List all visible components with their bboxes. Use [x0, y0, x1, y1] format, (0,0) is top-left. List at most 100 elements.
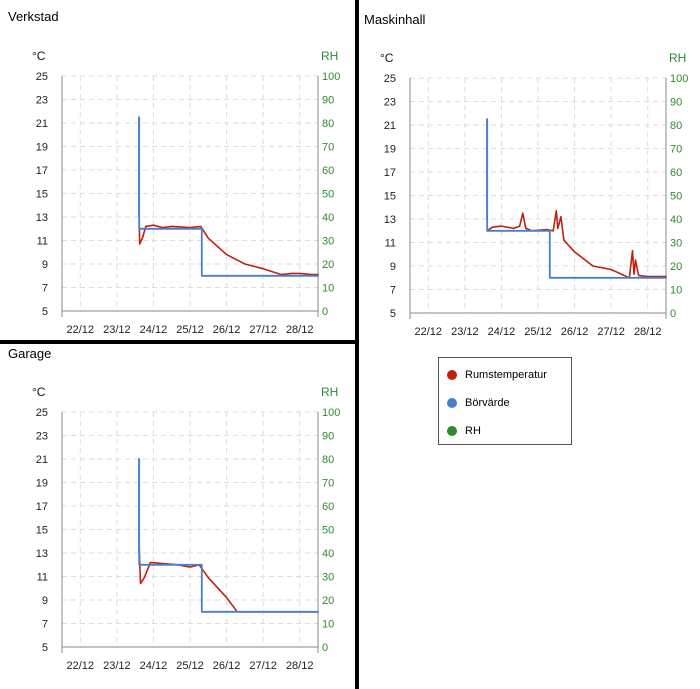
y-tick-label-right: 70 [670, 144, 682, 156]
legend-item-borvarde: Börvärde [447, 397, 510, 409]
y-tick-label-right: 30 [670, 238, 682, 250]
y-tick-label-left: 7 [390, 285, 396, 297]
y-tick-label-right: 60 [322, 501, 334, 513]
y-tick-label-right: 100 [322, 407, 340, 419]
y-tick-label-right: 10 [322, 619, 334, 631]
x-tick-label: 27/12 [597, 326, 625, 338]
y-tick-label-left: 5 [390, 308, 396, 320]
y-tick-label-right: 40 [322, 548, 334, 560]
x-tick-label: 28/12 [634, 326, 662, 338]
y-tick-label-left: 25 [384, 73, 396, 85]
legend-swatch [447, 426, 457, 436]
y-tick-label-left: 19 [36, 478, 48, 490]
y-tick-label-right: 80 [670, 120, 682, 132]
x-tick-label: 26/12 [213, 324, 241, 336]
y-tick-label-left: 7 [42, 619, 48, 631]
chart-title-verkstad: Verkstad [8, 9, 59, 24]
y-tick-label-right: 50 [670, 191, 682, 203]
x-tick-label: 24/12 [140, 324, 168, 336]
legend-item-rh: RH [447, 425, 481, 437]
x-tick-label: 22/12 [67, 324, 95, 336]
chart-title-maskinhall: Maskinhall [364, 12, 426, 27]
y-tick-label-left: 13 [36, 212, 48, 224]
y-tick-label-left: 23 [384, 97, 396, 109]
y-tick-label-right: 70 [322, 478, 334, 490]
y-tick-label-right: 30 [322, 572, 334, 584]
y-tick-label-right: 10 [670, 285, 682, 297]
divider-horizontal [0, 340, 357, 344]
y-axis-label-left: °C [32, 385, 46, 399]
y-tick-label-left: 15 [384, 191, 396, 203]
y-axis-label-left: °C [32, 49, 46, 63]
series-line-borvarde [138, 116, 319, 277]
y-tick-label-right: 60 [322, 165, 334, 177]
y-tick-label-right: 100 [670, 73, 688, 85]
x-tick-label: 25/12 [176, 324, 204, 336]
y-tick-label-left: 7 [42, 283, 48, 295]
y-axis-label-right: RH [321, 49, 338, 63]
x-tick-label: 24/12 [488, 326, 516, 338]
y-tick-label-right: 60 [670, 167, 682, 179]
x-tick-label: 23/12 [103, 324, 131, 336]
y-tick-label-right: 80 [322, 454, 334, 466]
y-tick-label-left: 23 [36, 431, 48, 443]
y-tick-label-left: 21 [384, 120, 396, 132]
y-tick-label-left: 11 [385, 238, 396, 250]
x-tick-label: 23/12 [451, 326, 479, 338]
y-tick-label-right: 40 [670, 214, 682, 226]
x-tick-label: 28/12 [286, 660, 314, 672]
series-line-borvarde [138, 458, 319, 613]
y-tick-label-left: 5 [42, 642, 48, 654]
y-tick-label-left: 21 [36, 118, 48, 130]
y-tick-label-left: 17 [384, 167, 396, 179]
x-tick-label: 26/12 [561, 326, 589, 338]
chart-legend: Rumstemperatur Börvärde RH [438, 357, 572, 445]
y-axis-label-right: RH [669, 51, 686, 65]
y-tick-label-left: 13 [36, 548, 48, 560]
legend-item-rumstemperatur: Rumstemperatur [447, 369, 547, 381]
y-tick-label-right: 20 [670, 261, 682, 273]
y-tick-label-left: 9 [42, 259, 48, 271]
y-axis-label-left: °C [380, 51, 394, 65]
y-tick-label-left: 15 [36, 525, 48, 537]
legend-swatch [447, 398, 457, 408]
y-tick-label-right: 30 [322, 236, 334, 248]
y-tick-label-left: 25 [36, 407, 48, 419]
y-tick-label-left: 25 [36, 71, 48, 83]
series-line-rumstemperatur [138, 546, 319, 613]
x-tick-label: 22/12 [415, 326, 443, 338]
x-tick-label: 28/12 [286, 324, 314, 336]
series-line-rumstemperatur [486, 210, 667, 279]
y-tick-label-right: 0 [322, 642, 328, 654]
y-tick-label-right: 100 [322, 71, 340, 83]
legend-label: RH [465, 425, 481, 437]
y-tick-label-left: 19 [384, 144, 396, 156]
y-tick-label-right: 20 [322, 259, 334, 271]
y-tick-label-left: 13 [384, 214, 396, 226]
y-tick-label-right: 90 [322, 431, 334, 443]
y-tick-label-left: 5 [42, 306, 48, 318]
y-tick-label-right: 20 [322, 595, 334, 607]
x-tick-label: 27/12 [249, 660, 277, 672]
x-tick-label: 27/12 [249, 324, 277, 336]
y-tick-label-right: 40 [322, 212, 334, 224]
y-tick-label-left: 11 [37, 572, 48, 584]
y-tick-label-right: 70 [322, 142, 334, 154]
y-tick-label-left: 21 [36, 454, 48, 466]
y-tick-label-left: 9 [42, 595, 48, 607]
y-tick-label-right: 0 [322, 306, 328, 318]
x-tick-label: 26/12 [213, 660, 241, 672]
y-tick-label-right: 80 [322, 118, 334, 130]
legend-swatch [447, 370, 457, 380]
y-tick-label-left: 17 [36, 165, 48, 177]
y-tick-label-left: 23 [36, 95, 48, 107]
y-tick-label-right: 50 [322, 525, 334, 537]
series-line-borvarde [486, 118, 667, 279]
y-tick-label-left: 19 [36, 142, 48, 154]
divider-vertical [355, 0, 359, 689]
y-tick-label-right: 90 [322, 95, 334, 107]
y-tick-label-left: 17 [36, 501, 48, 513]
x-tick-label: 22/12 [67, 660, 95, 672]
x-tick-label: 24/12 [140, 660, 168, 672]
